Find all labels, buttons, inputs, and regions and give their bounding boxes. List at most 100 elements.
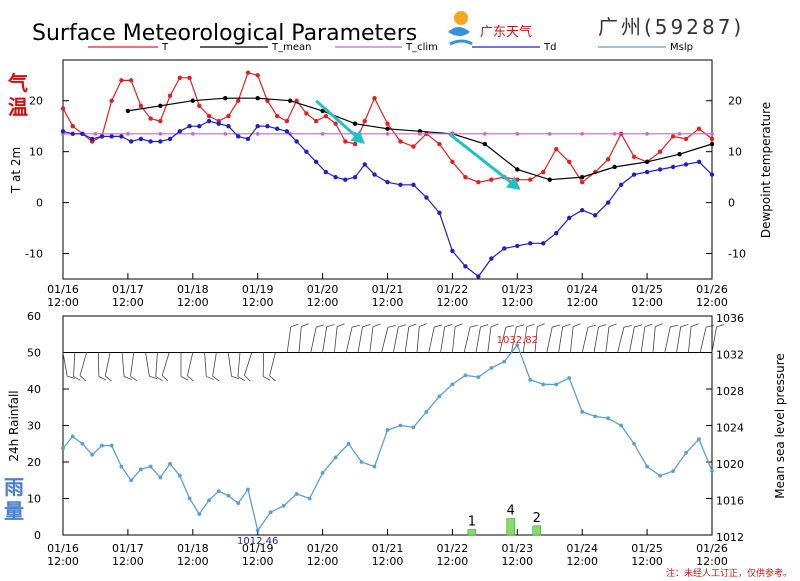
series-point-mslp [710,469,714,474]
wind-barb-staff [676,326,682,353]
temperature-y-tick-label-right: 0 [728,197,735,210]
wind-barb-flag [490,323,499,328]
temperature-series [60,70,715,279]
rainfall-y-tick-label: 10 [27,493,41,506]
wind-barb-staff [79,352,87,376]
series-point-mslp [580,409,585,414]
series-point-t [489,177,494,182]
series-point-t [177,75,183,81]
rain-pressure-x-tick-label-line: 01/18 [177,542,209,555]
rain-pressure-x-tick-label-line: 12:00 [112,555,144,568]
rainfall-y-tick-label: 50 [27,347,41,360]
rain-pressure-x-tick-label-line: 12:00 [501,555,533,568]
series-point-td [304,149,309,154]
temperature-x-tick-label-line: 01/20 [307,283,339,296]
temperature-x-tick-label-line: 01/23 [501,283,533,296]
series-point-td [670,164,676,170]
rain-pressure-x-tick-label: 01/16 12:00 [47,542,79,568]
series-point-mslp [567,376,572,380]
rain-pressure-x-tick-label-line: 12:00 [307,555,339,568]
rain-pressure-x-tick-label-line: 01/24 [566,542,598,555]
rain-pressure-x-tick-label-line: 01/17 [112,542,144,555]
series-point-td [197,124,202,129]
wind-barb-staff [187,352,194,376]
legend: T T_mean T_clim Td Mslp [88,42,693,53]
pressure-y-tick-label: 1012 [716,531,744,544]
wind-barb-flag [237,376,245,381]
trend-arrow-head [505,176,521,190]
wind-barb-flag [516,324,525,328]
temperature-y-ticks: -10 -10 0 0 10 10 20 20 [25,95,746,261]
wind-barb-flag [269,375,276,382]
series-point-mslp [463,373,468,378]
wind-barb-flag [206,376,214,380]
series-point-t [476,180,481,185]
temperature-x-tick-label: 01/17 12:00 [112,283,144,309]
series-point-mslp [119,464,124,469]
series-point-td [489,256,494,261]
series-point-mslp [320,471,325,475]
series-point-td [631,172,637,177]
temperature-panel: 01/16 12:00 01/17 12:00 01/18 12:00 01/19 12:00… [9,59,773,309]
wind-barb-flag [598,324,607,328]
series-point-td [245,136,251,142]
legend-label-t: T [161,42,169,53]
temperature-x-tick-label: 01/16 12:00 [47,283,79,309]
temperature-y-tick-label-right: 10 [728,146,742,159]
series-point-t [670,134,676,139]
rain-pressure-x-tick-label-line: 12:00 [372,555,404,568]
wind-barb-staff [244,352,253,376]
series-point-t_mean [547,177,552,182]
sun-icon [454,11,468,25]
wind-barb-flag [130,375,138,382]
wind-barb-staff [640,326,646,353]
wind-barb-flag [161,375,169,382]
series-point-t [554,146,559,152]
series-point-t [313,118,319,124]
series-point-t [128,78,134,83]
series-point-mslp [255,528,260,533]
series-line-td [62,120,713,278]
series-point-t [343,139,348,144]
series-point-td [567,215,572,221]
wind-barb-staff [440,326,446,353]
wind-barb-staff [593,326,599,353]
series-point-td [437,210,442,215]
series-point-td [216,121,221,126]
rainfall-bar-label: 2 [533,511,541,526]
series-point-t_mean [515,167,520,172]
temperature-x-tick-label-line: 12:00 [696,296,728,309]
rain-pressure-x-tick-label-line: 01/21 [372,542,404,555]
pressure-series: 1012.46 1032.82 [61,335,714,547]
series-point-t [265,98,270,103]
series-point-mslp [268,510,273,515]
series-point-t [70,124,75,129]
rain-pressure-x-tick-label-line: 01/23 [501,542,533,555]
series-point-t_mean [352,121,358,126]
wind-barb-staff [286,326,292,353]
series-point-mslp [515,343,520,348]
series-point-t_mean [223,95,228,101]
wind-barb-flag [244,375,251,382]
wind-barb-staff [570,326,574,353]
series-point-mslp [333,455,338,460]
temperature-x-tick-label: 01/19 12:00 [242,283,274,309]
rain-pressure-x-tick-label: 01/17 12:00 [112,542,144,568]
series-point-mslp [424,409,429,414]
wind-barb-staff [534,326,538,353]
temperature-x-tick-label-line: 01/18 [177,283,209,296]
series-point-td [265,124,270,129]
series-point-t [333,121,338,126]
series-point-td [255,124,260,129]
temperature-x-tick-label-line: 12:00 [501,296,533,309]
series-point-mslp [168,461,172,466]
series-point-t_mean [580,174,585,180]
wind-barb-flag [552,324,561,328]
wind-barb-flag [212,375,220,382]
footnote: 注：未经人工订正，仅供参考。 [666,567,792,579]
series-point-td [463,264,468,269]
temperature-x-tick-label: 01/23 12:00 [501,283,533,309]
series-point-t [580,180,585,185]
wind-barb-flag [608,323,617,328]
wind-barb-staff [237,352,241,377]
